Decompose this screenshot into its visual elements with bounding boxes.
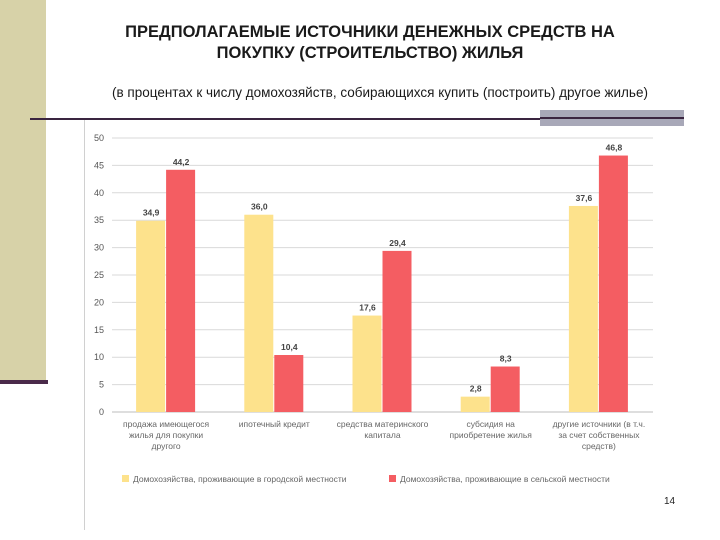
y-tick-label: 35 [94,215,104,225]
bar [598,155,628,412]
y-tick-label: 5 [99,380,104,390]
divider-accent-line [540,117,684,119]
legend-swatch [122,475,129,482]
category-label: приобретение жилья [450,430,533,440]
y-tick-label: 25 [94,270,104,280]
category-label: жилья для покупки [129,430,203,440]
slide-subtitle: (в процентах к числу домохозяйств, собир… [112,85,648,100]
legend-label: Домохозяйства, проживающие в городской м… [133,474,347,484]
category-label: субсидия на [466,419,515,429]
legend-label: Домохозяйства, проживающие в сельской ме… [400,474,610,484]
legend-swatch [389,475,396,482]
y-tick-label: 50 [94,133,104,143]
data-label: 29,4 [389,238,406,248]
bar [136,220,166,412]
bar [352,315,382,412]
category-label: ипотечный кредит [239,419,310,429]
data-label: 37,6 [576,193,593,203]
vertical-divider [84,120,85,530]
y-tick-label: 0 [99,407,104,417]
category-label: за счет собственных [558,430,640,440]
slide-title-line-1: ПРЕДПОЛАГАЕМЫЕ ИСТОЧНИКИ ДЕНЕЖНЫХ СРЕДСТ… [125,23,615,41]
bar [490,366,520,412]
bar [382,250,412,412]
bar [460,396,490,412]
bar [244,214,274,412]
category-label: капитала [364,430,400,440]
page-number: 14 [664,496,676,507]
data-label: 34,9 [143,208,160,218]
bar [166,169,196,412]
data-label: 44,2 [173,157,190,167]
data-label: 10,4 [281,342,298,352]
y-tick-label: 40 [94,188,104,198]
divider-line [30,118,684,120]
slide-title-line-2: ПОКУПКУ (СТРОИТЕЛЬСТВО) ЖИЛЬЯ [216,44,524,62]
bar [568,205,598,412]
y-tick-label: 15 [94,325,104,335]
category-label: средства материнского [337,419,429,429]
decorative-side-line [0,380,48,384]
y-tick-label: 20 [94,297,104,307]
data-label: 36,0 [251,202,268,212]
y-tick-label: 10 [94,352,104,362]
data-label: 46,8 [606,143,623,153]
bar [274,355,304,412]
data-label: 17,6 [359,303,376,313]
category-label: другого [152,441,181,451]
decorative-side-band [0,0,46,382]
data-label: 2,8 [470,384,482,394]
y-tick-label: 30 [94,243,104,253]
category-label: продажа имеющегося [123,419,210,429]
data-label: 8,3 [500,354,512,364]
category-label: другие источники (в т.ч. [553,419,646,429]
y-tick-label: 45 [94,160,104,170]
slide-title: ПРЕДПОЛАГАЕМЫЕ ИСТОЧНИКИ ДЕНЕЖНЫХ СРЕДСТ… [60,22,680,64]
category-label: средств) [582,441,616,451]
